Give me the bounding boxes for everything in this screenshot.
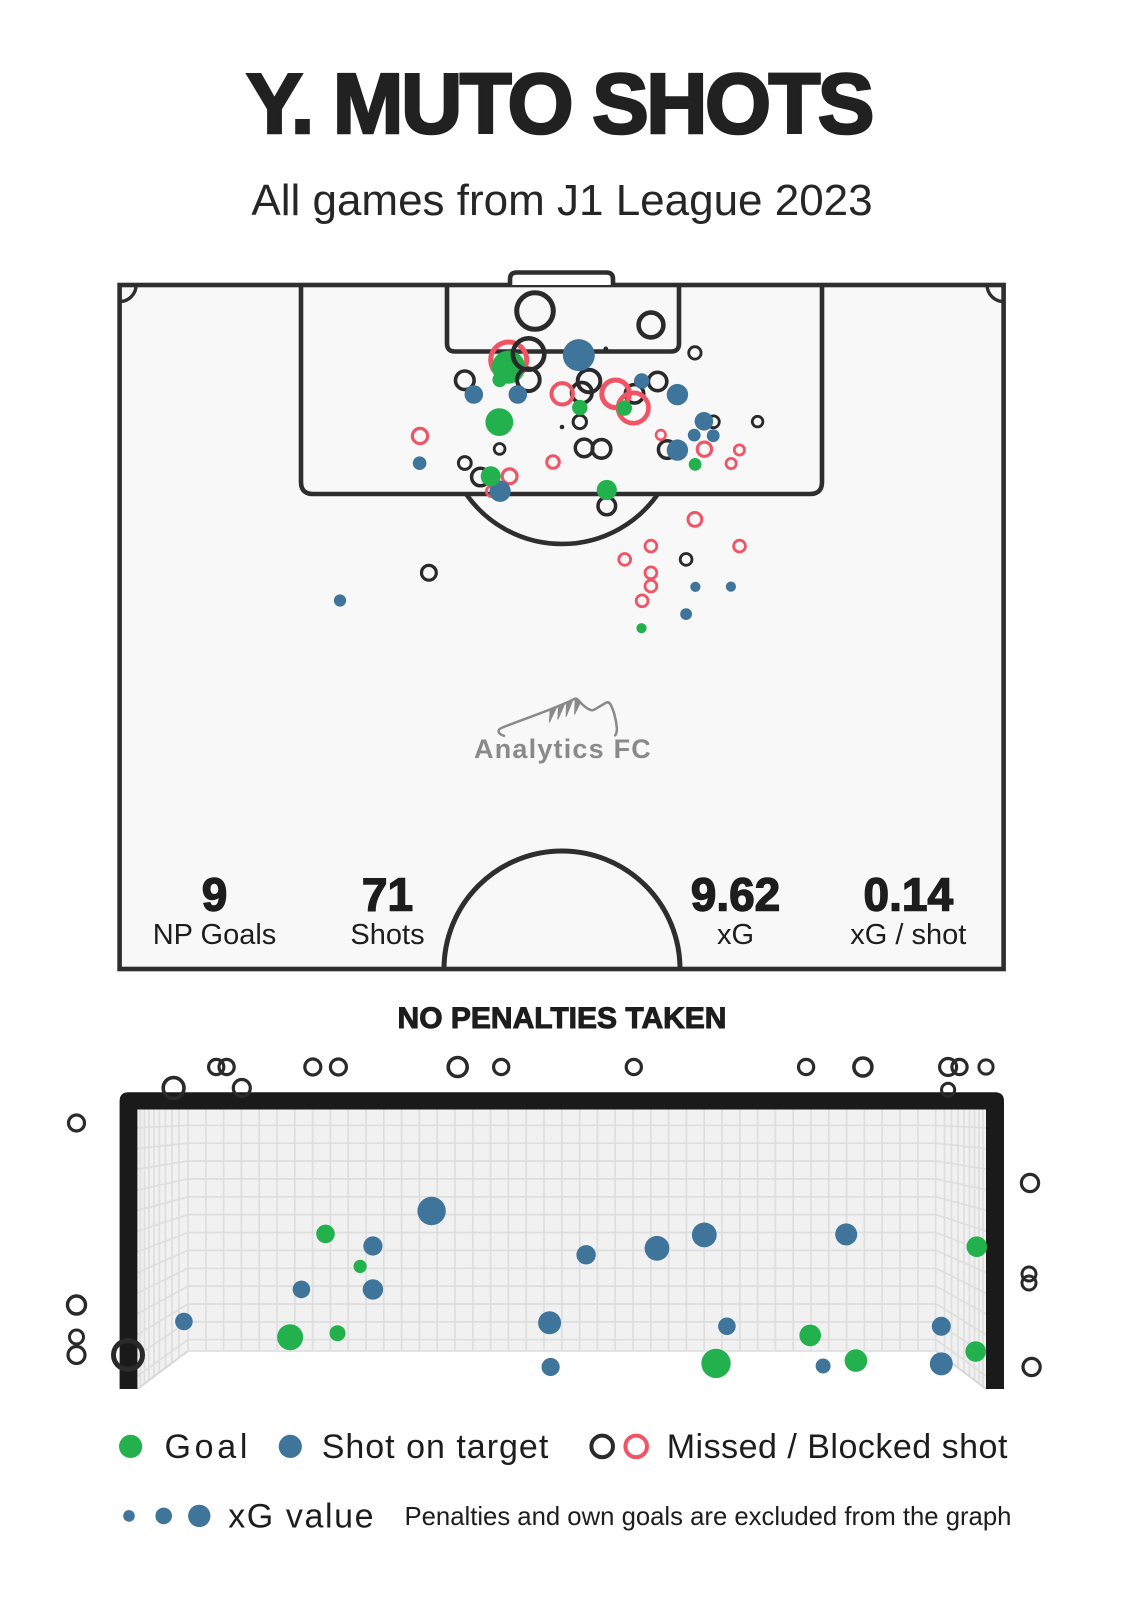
- svg-text:9.62: 9.62: [691, 869, 781, 921]
- svg-text:9: 9: [202, 869, 228, 921]
- svg-text:NP Goals: NP Goals: [153, 919, 277, 951]
- svg-text:71: 71: [362, 869, 413, 921]
- svg-text:Shot on target: Shot on target: [322, 1428, 550, 1466]
- svg-text:Goal: Goal: [165, 1428, 252, 1466]
- svg-text:xG / shot: xG / shot: [850, 919, 966, 951]
- svg-text:Shots: Shots: [350, 919, 424, 951]
- svg-text:Y. MUTO SHOTS: Y. MUTO SHOTS: [246, 57, 872, 152]
- svg-text:xG value: xG value: [228, 1497, 375, 1535]
- svg-text:Missed / Blocked shot: Missed / Blocked shot: [667, 1428, 1008, 1466]
- svg-text:xG: xG: [717, 919, 754, 951]
- svg-text:Analytics FC: Analytics FC: [474, 734, 652, 764]
- svg-text:NO PENALTIES TAKEN: NO PENALTIES TAKEN: [398, 1002, 727, 1035]
- svg-text:Penalties and own goals are ex: Penalties and own goals are excluded fro…: [405, 1503, 1012, 1531]
- svg-text:All games from J1 League 2023: All games from J1 League 2023: [251, 176, 872, 225]
- svg-text:0.14: 0.14: [864, 869, 954, 921]
